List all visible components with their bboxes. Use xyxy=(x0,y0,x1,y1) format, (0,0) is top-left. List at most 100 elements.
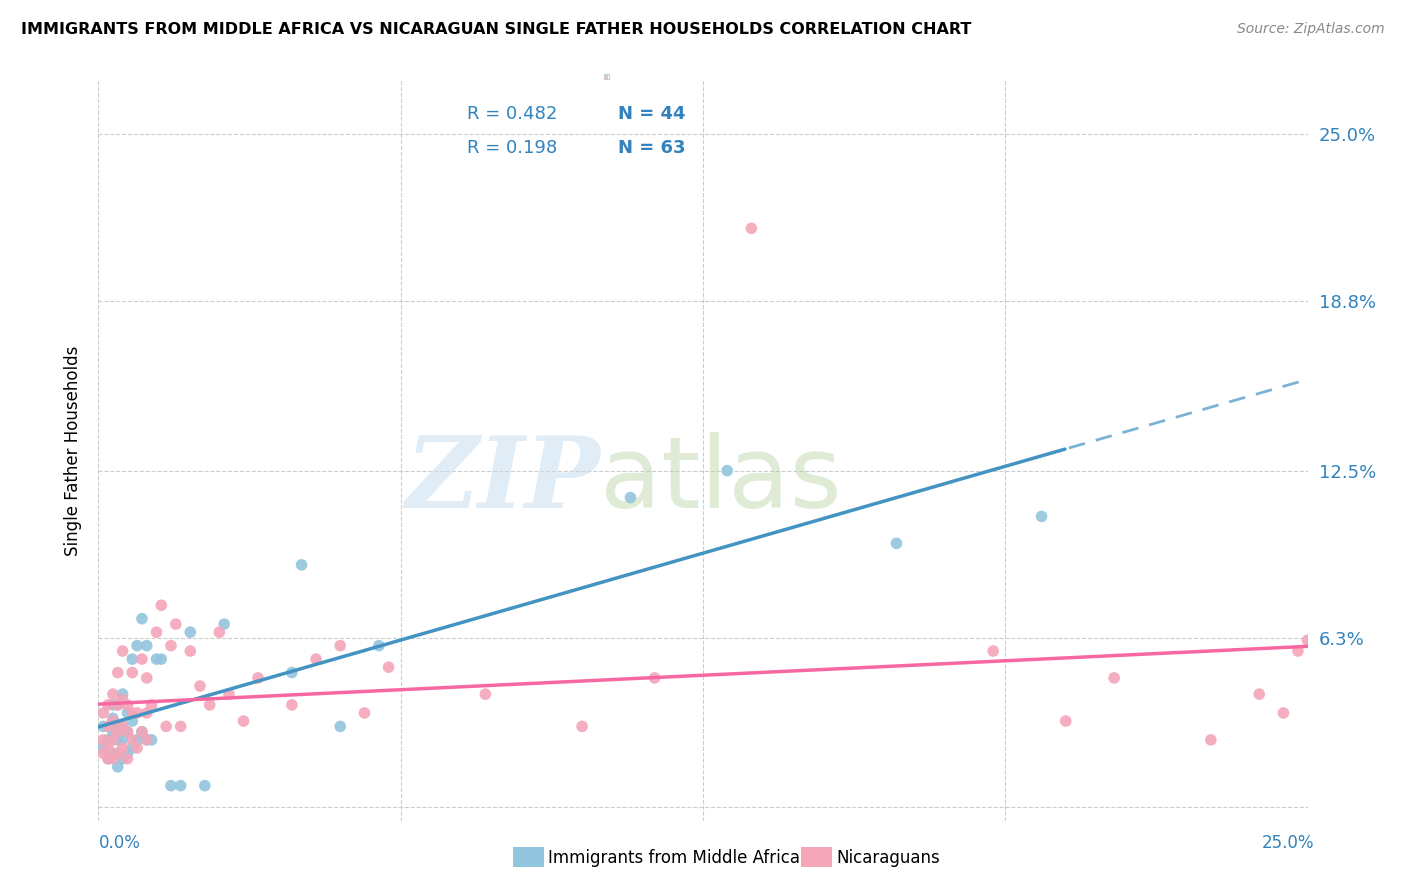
Point xyxy=(107,698,129,712)
Point xyxy=(117,698,139,712)
Point xyxy=(127,639,149,653)
Point xyxy=(135,706,157,720)
Point xyxy=(1296,633,1319,648)
Point xyxy=(155,719,177,733)
Point xyxy=(91,732,114,747)
Point xyxy=(247,671,270,685)
Point xyxy=(169,779,191,793)
Point xyxy=(97,698,120,712)
Point xyxy=(208,625,231,640)
Point xyxy=(111,692,134,706)
Point xyxy=(141,698,163,712)
Text: R = 0.198: R = 0.198 xyxy=(467,139,557,157)
Point xyxy=(644,671,666,685)
Point xyxy=(97,741,120,756)
Point xyxy=(305,652,328,666)
Point xyxy=(179,625,201,640)
Point xyxy=(150,652,173,666)
Point xyxy=(281,698,304,712)
Point xyxy=(131,652,153,666)
Point xyxy=(1102,671,1125,685)
Text: atlas: atlas xyxy=(600,432,842,529)
Point xyxy=(981,644,1004,658)
Point xyxy=(127,741,149,756)
Point xyxy=(107,747,129,761)
Text: 0.0%: 0.0% xyxy=(98,834,141,852)
Point xyxy=(716,464,738,478)
Point xyxy=(101,714,124,728)
Point xyxy=(91,747,114,761)
Point xyxy=(127,706,149,720)
Point xyxy=(97,732,120,747)
Point xyxy=(1054,714,1077,728)
Point xyxy=(107,719,129,733)
Point xyxy=(111,752,134,766)
Point xyxy=(218,687,240,701)
Point xyxy=(121,652,143,666)
Text: N = 44: N = 44 xyxy=(619,104,686,122)
Point xyxy=(169,719,191,733)
Point xyxy=(97,752,120,766)
Point xyxy=(281,665,304,680)
Point xyxy=(91,719,114,733)
Point xyxy=(198,698,221,712)
Point xyxy=(91,741,114,756)
Point xyxy=(150,599,173,613)
Point xyxy=(101,711,124,725)
Point xyxy=(1272,706,1295,720)
Point xyxy=(131,612,153,626)
Point xyxy=(1031,509,1053,524)
Point xyxy=(135,671,157,685)
Point xyxy=(107,698,129,712)
Point xyxy=(107,760,129,774)
Point xyxy=(188,679,211,693)
Y-axis label: Single Father Households: Single Father Households xyxy=(65,345,83,556)
Point xyxy=(179,644,201,658)
Point xyxy=(1286,644,1309,658)
Point xyxy=(107,732,129,747)
Point xyxy=(135,732,157,747)
Point xyxy=(368,639,391,653)
Point xyxy=(111,687,134,701)
Text: R = 0.482: R = 0.482 xyxy=(467,104,558,122)
Point xyxy=(111,732,134,747)
Point xyxy=(1249,687,1271,701)
Point xyxy=(121,665,143,680)
Point xyxy=(121,741,143,756)
Point xyxy=(474,687,496,701)
Point xyxy=(117,724,139,739)
Point xyxy=(117,747,139,761)
Point xyxy=(135,732,157,747)
Point xyxy=(101,752,124,766)
Point xyxy=(377,660,399,674)
Text: Nicaraguans: Nicaraguans xyxy=(837,849,941,867)
Text: N = 63: N = 63 xyxy=(619,139,686,157)
Point xyxy=(141,732,163,747)
Point xyxy=(160,779,183,793)
Point xyxy=(107,665,129,680)
Point xyxy=(121,732,143,747)
Point xyxy=(131,724,153,739)
Point xyxy=(194,779,217,793)
Point xyxy=(117,752,139,766)
Point xyxy=(131,724,153,739)
Point xyxy=(329,719,352,733)
Point xyxy=(101,698,124,712)
Point xyxy=(165,617,187,632)
Point xyxy=(97,752,120,766)
Point xyxy=(212,617,235,632)
Point xyxy=(145,652,167,666)
Legend:  ,  : , xyxy=(603,73,609,79)
Point xyxy=(232,714,254,728)
Text: Source: ZipAtlas.com: Source: ZipAtlas.com xyxy=(1237,22,1385,37)
Point xyxy=(290,558,312,572)
Point xyxy=(111,719,134,733)
Text: 25.0%: 25.0% xyxy=(1263,834,1315,852)
Point xyxy=(135,639,157,653)
Point xyxy=(571,719,593,733)
Point xyxy=(1199,732,1222,747)
Point xyxy=(111,719,134,733)
Point xyxy=(886,536,908,550)
Point xyxy=(111,644,134,658)
Point xyxy=(107,724,129,739)
